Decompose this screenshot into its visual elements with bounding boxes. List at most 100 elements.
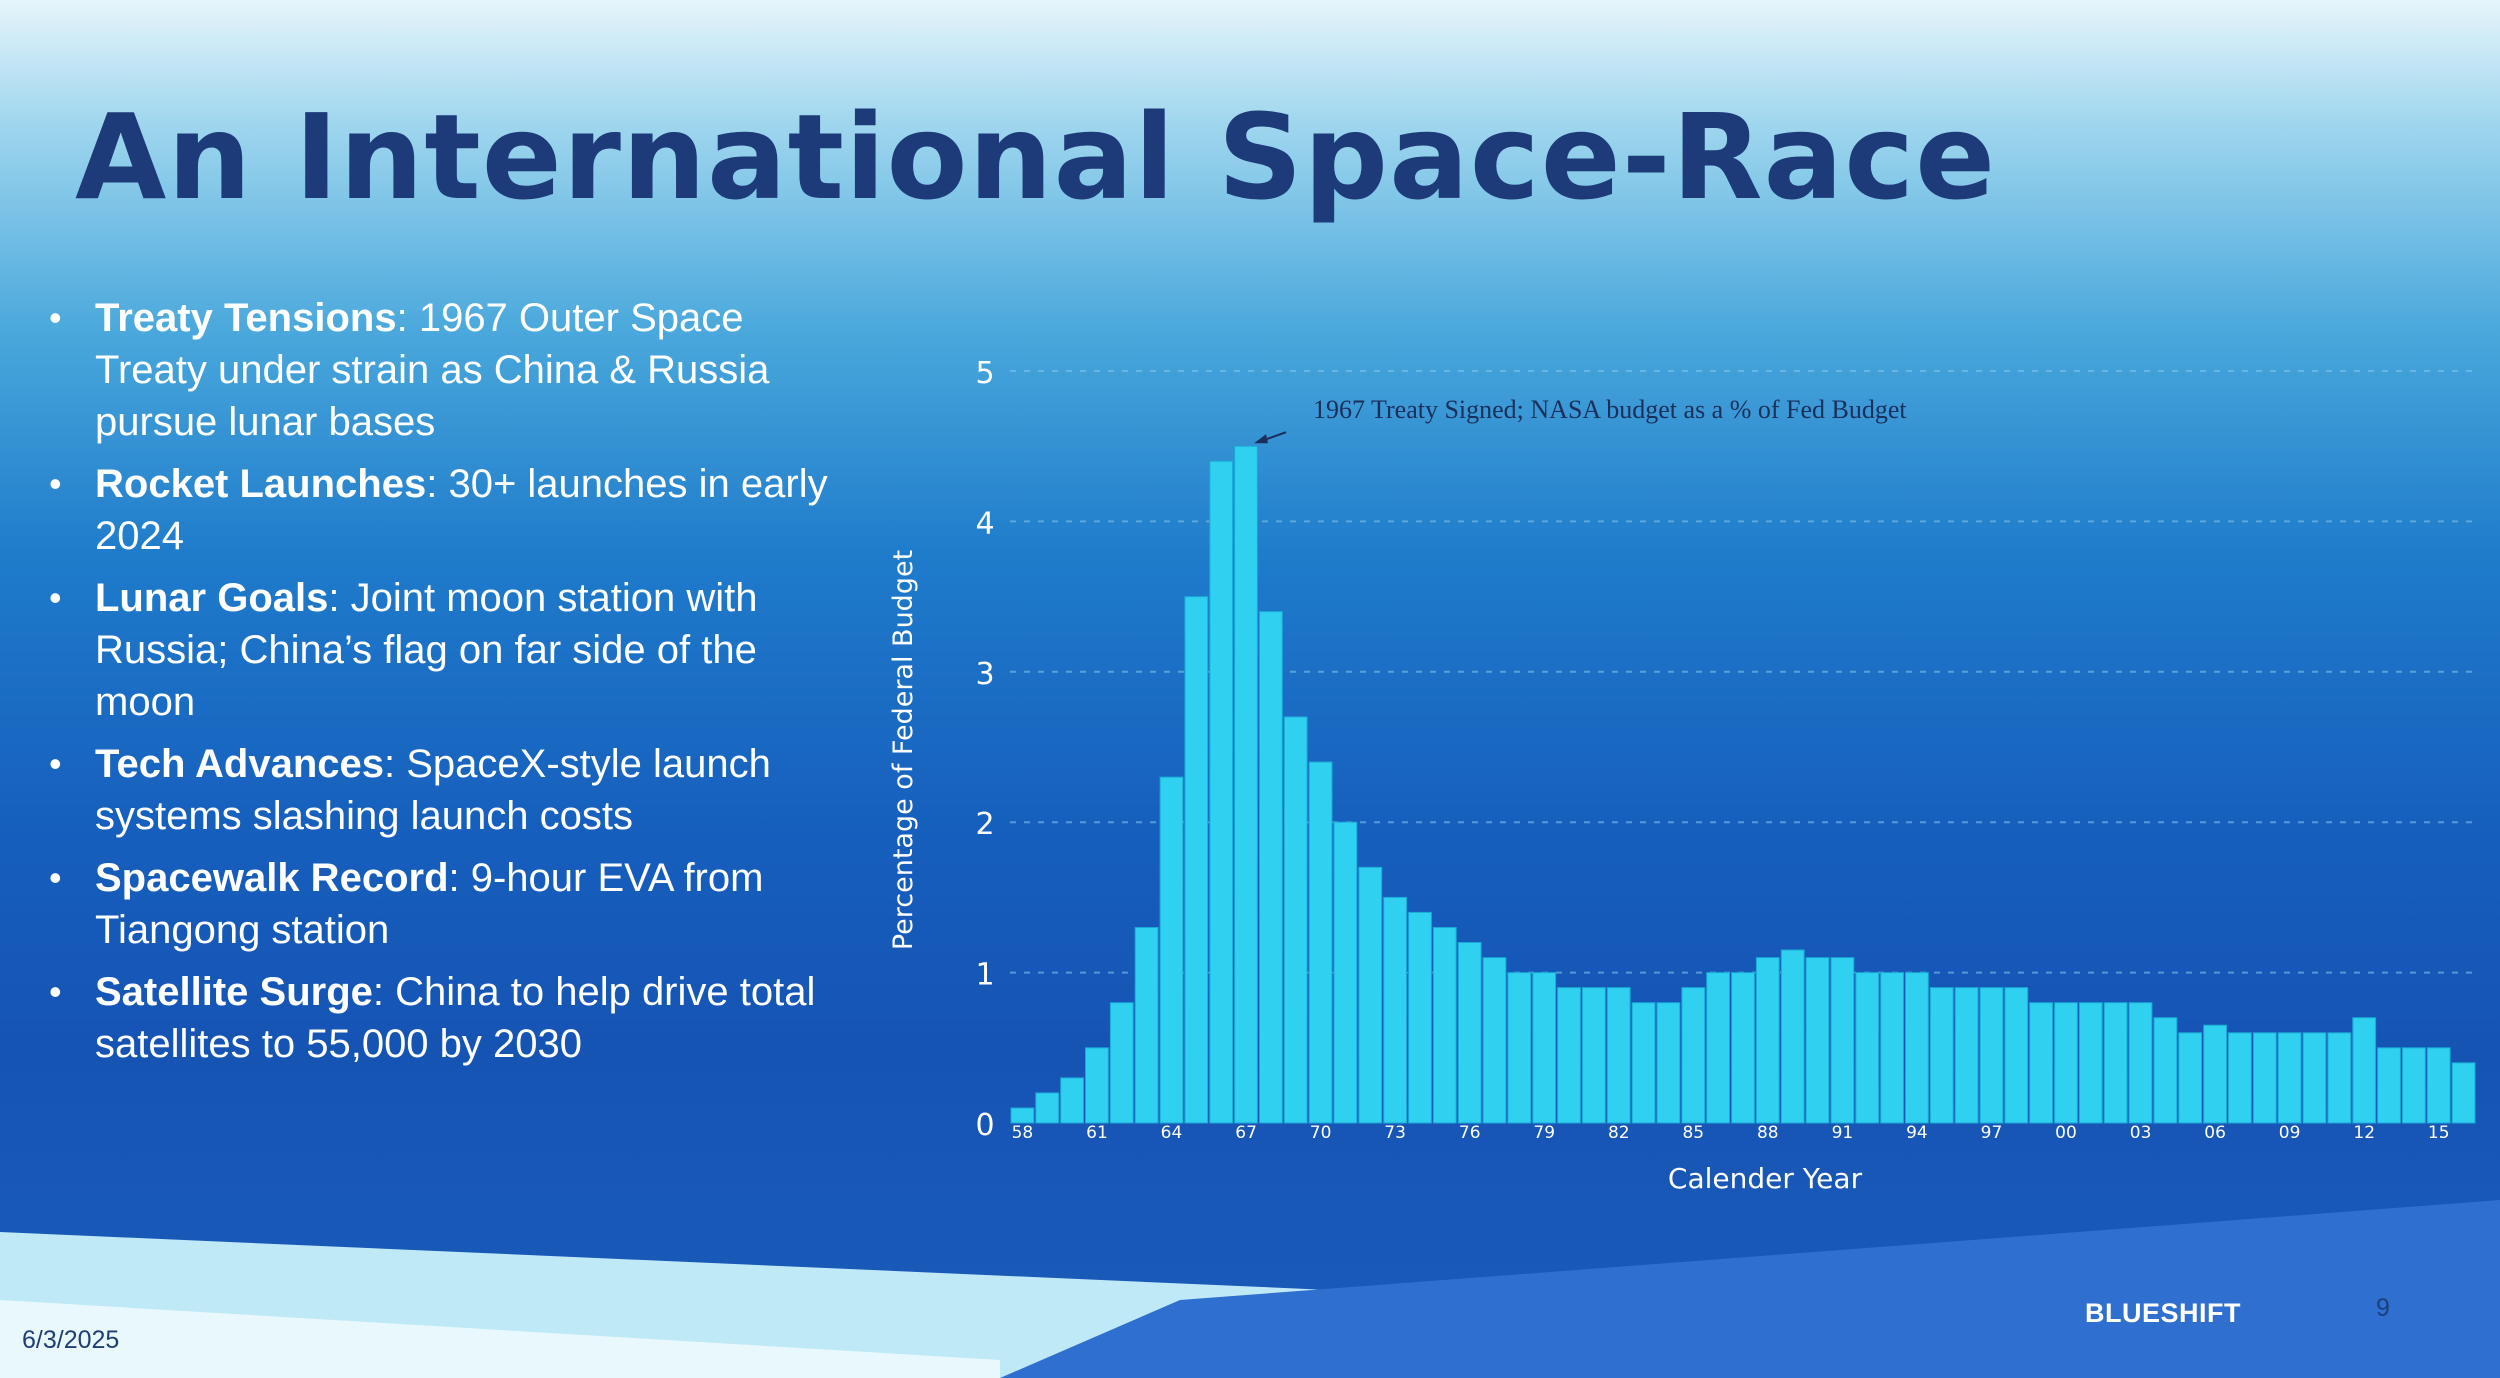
bar-14 bbox=[2402, 1047, 2426, 1124]
y-tick-label: 4 bbox=[975, 506, 994, 541]
bar-16 bbox=[2451, 1062, 2476, 1124]
x-tick-label: 61 bbox=[1086, 1123, 1108, 1143]
bar-95 bbox=[1929, 987, 1954, 1124]
bullet-text: : Joint moon station with Russia; China’… bbox=[95, 576, 758, 724]
bullet-item: • Spacewalk Record: 9-hour EVA from Tiang… bbox=[45, 852, 845, 956]
bar-59 bbox=[1035, 1092, 1060, 1124]
x-tick-label: 09 bbox=[2279, 1123, 2301, 1143]
bar-65 bbox=[1184, 596, 1209, 1124]
bar-09 bbox=[2277, 1032, 2302, 1124]
bar-83 bbox=[1631, 1002, 1656, 1124]
y-tick-label: 5 bbox=[975, 356, 994, 391]
bullet-text: : 1967 Outer Space Treaty under strain a… bbox=[95, 296, 770, 444]
x-tick-label: 58 bbox=[1012, 1123, 1034, 1143]
bar-78 bbox=[1507, 972, 1532, 1124]
bar-80 bbox=[1557, 987, 1581, 1124]
slide-date: 6/3/2025 bbox=[22, 1326, 120, 1354]
bottom-blue-band bbox=[1000, 1200, 2500, 1378]
bar-99 bbox=[2029, 1002, 2053, 1124]
x-tick-label: 67 bbox=[1235, 1123, 1257, 1143]
bar-05 bbox=[2178, 1032, 2203, 1124]
bar-74 bbox=[1408, 911, 1432, 1124]
bar-64 bbox=[1159, 776, 1184, 1124]
bullet-dot-icon: • bbox=[49, 577, 62, 618]
bar-73 bbox=[1383, 896, 1407, 1124]
bar-12 bbox=[2352, 1017, 2377, 1124]
chart-annotation: 1967 Treaty Signed; NASA budget as a % o… bbox=[1254, 395, 1907, 444]
x-tick-label: 82 bbox=[1608, 1123, 1630, 1143]
bar-98 bbox=[2004, 987, 2029, 1124]
bar-04 bbox=[2153, 1017, 2178, 1124]
bullet-dot-icon: • bbox=[49, 857, 62, 898]
x-tick-label: 73 bbox=[1384, 1123, 1406, 1143]
bullet-heading: Lunar Goals bbox=[95, 576, 329, 620]
brand-logo-text: BLUESHIFT bbox=[2085, 1298, 2241, 1328]
bullet-item: • Tech Advances: SpaceX-style launch syst… bbox=[45, 738, 845, 842]
bar-91 bbox=[1830, 957, 1855, 1124]
bar-62 bbox=[1109, 1002, 1134, 1124]
bar-61 bbox=[1085, 1047, 1109, 1124]
y-axis-ticks: 0 1 2 3 4 5 bbox=[975, 356, 994, 1143]
bar-63 bbox=[1134, 927, 1159, 1124]
x-tick-label: 97 bbox=[1981, 1123, 2003, 1143]
bullet-text: : 9-hour EVA from Tiangong station bbox=[95, 856, 764, 952]
bar-82 bbox=[1606, 987, 1631, 1124]
x-tick-label: 06 bbox=[2204, 1123, 2226, 1143]
bar-70 bbox=[1308, 761, 1333, 1124]
y-tick-label: 1 bbox=[975, 958, 994, 993]
x-tick-label: 15 bbox=[2428, 1123, 2450, 1143]
bullet-dot-icon: • bbox=[49, 743, 62, 784]
bar-77 bbox=[1482, 957, 1507, 1124]
bullet-dot-icon: • bbox=[49, 297, 62, 338]
bullet-text: : 30+ launches in early 2024 bbox=[95, 462, 828, 558]
bar-85 bbox=[1681, 987, 1706, 1124]
bullet-item: • Treaty Tensions: 1967 Outer Space Treat… bbox=[45, 292, 845, 448]
bar-76 bbox=[1457, 942, 1482, 1124]
y-tick-label: 2 bbox=[975, 807, 994, 842]
bullet-heading: Satellite Surge bbox=[95, 970, 373, 1014]
bar-86 bbox=[1706, 972, 1730, 1124]
bar-67 bbox=[1234, 445, 1258, 1124]
bar-87 bbox=[1731, 972, 1755, 1124]
bar-03 bbox=[2128, 1002, 2153, 1124]
bar-58 bbox=[1010, 1107, 1035, 1124]
bar-90 bbox=[1805, 957, 1830, 1124]
bullet-item: • Satellite Surge: China to help drive to… bbox=[45, 966, 845, 1070]
annotation-arrowhead-icon bbox=[1254, 434, 1269, 444]
bar-69 bbox=[1283, 716, 1308, 1124]
bullet-item: • Rocket Launches: 30+ launches in early … bbox=[45, 458, 845, 562]
bar-89 bbox=[1780, 949, 1805, 1124]
bar-02 bbox=[2103, 1002, 2128, 1124]
bar-60 bbox=[1060, 1077, 1084, 1124]
bar-96 bbox=[1954, 987, 1979, 1124]
x-tick-label: 91 bbox=[1832, 1123, 1854, 1143]
bullet-dot-icon: • bbox=[49, 463, 62, 504]
bullet-item: • Lunar Goals: Joint moon station with Ru… bbox=[45, 572, 845, 728]
bar-93 bbox=[1880, 972, 1904, 1124]
x-tick-label: 64 bbox=[1161, 1123, 1183, 1143]
bottom-white-band bbox=[0, 1300, 1000, 1378]
bar-15 bbox=[2426, 1047, 2451, 1124]
bar-97 bbox=[1979, 987, 2004, 1124]
x-tick-label: 03 bbox=[2130, 1123, 2152, 1143]
y-tick-label: 3 bbox=[975, 657, 994, 692]
bar-13 bbox=[2377, 1047, 2401, 1124]
bar-79 bbox=[1532, 972, 1557, 1124]
bar-72 bbox=[1358, 866, 1383, 1124]
x-tick-label: 12 bbox=[2353, 1123, 2375, 1143]
bar-94 bbox=[1905, 972, 1929, 1124]
bar-71 bbox=[1333, 821, 1358, 1124]
bar-10 bbox=[2302, 1032, 2327, 1124]
x-tick-label: 70 bbox=[1310, 1123, 1332, 1143]
bullet-heading: Treaty Tensions bbox=[95, 296, 397, 340]
bar-07 bbox=[2228, 1032, 2252, 1124]
bar-81 bbox=[1582, 987, 1606, 1124]
x-tick-label: 76 bbox=[1459, 1123, 1481, 1143]
x-axis-ticks: 58 61 64 67 70 73 76 79 82 85 88 91 94 97 00 03 06 09 12 15 bbox=[1012, 1123, 2450, 1143]
y-axis-label: Percentage of Federal Budget bbox=[888, 550, 919, 950]
bar-06 bbox=[2203, 1024, 2227, 1124]
x-axis-label: Calender Year bbox=[1668, 1162, 1863, 1195]
annotation-text: 1967 Treaty Signed; NASA budget as a % o… bbox=[1313, 395, 1907, 424]
